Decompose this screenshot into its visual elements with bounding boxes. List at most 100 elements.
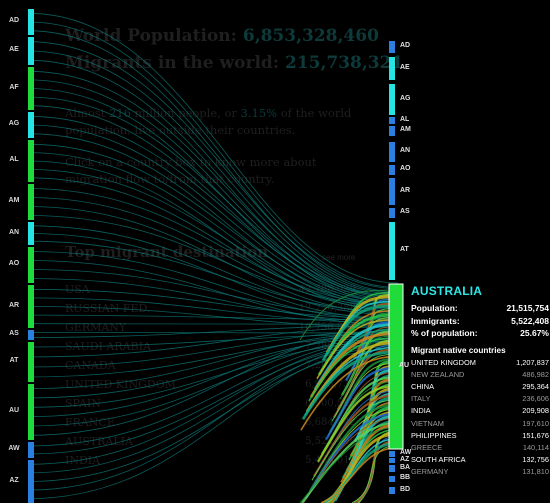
source-box-at[interactable]	[28, 342, 34, 382]
target-box-as[interactable]	[389, 208, 395, 218]
population-label: Population:	[411, 303, 458, 313]
target-box-at[interactable]	[389, 222, 395, 280]
origin-value: 209,908	[522, 406, 549, 416]
flow-line	[27, 41, 399, 290]
intro-paragraph: Almost 216 million people, or 3.15% of t…	[65, 105, 370, 139]
source-label[interactable]: AM	[8, 197, 20, 204]
target-label[interactable]: AM	[400, 126, 411, 133]
target-box-bd[interactable]	[389, 487, 395, 494]
target-box-ad[interactable]	[389, 41, 395, 53]
origin-row[interactable]: ITALY 236,606	[411, 393, 549, 405]
see-more-link[interactable]: see more	[322, 253, 356, 262]
target-label[interactable]: AE	[400, 63, 410, 71]
target-box-am[interactable]	[389, 126, 395, 136]
flow-line	[27, 215, 399, 307]
destination-value: 6,955,738	[305, 379, 356, 390]
origin-row[interactable]: GERMANY 131,810	[411, 466, 549, 478]
origin-name: GERMANY	[411, 467, 449, 477]
origin-row[interactable]: GREECE 140,114	[411, 442, 549, 454]
source-box-an[interactable]	[28, 222, 34, 245]
target-label[interactable]: AN	[400, 147, 411, 154]
target-box-ao[interactable]	[389, 165, 395, 175]
destination-value: 10,758,061	[298, 322, 356, 333]
origin-row[interactable]: VIETNAM 197,610	[411, 418, 549, 430]
flow-line-highlight	[320, 446, 399, 503]
target-box-au-selected[interactable]	[388, 283, 404, 450]
target-label[interactable]: AS	[400, 208, 410, 215]
destination-name: FRANCE	[65, 416, 115, 429]
source-label[interactable]: AS	[9, 330, 19, 337]
origin-row[interactable]: NEW ZEALAND 486,982	[411, 369, 549, 381]
flow-line	[27, 21, 399, 288]
source-box-am[interactable]	[28, 184, 34, 220]
target-label[interactable]: AR	[400, 186, 411, 194]
target-label[interactable]: AO	[400, 165, 411, 172]
source-box-ae[interactable]	[28, 37, 34, 65]
source-box-ad[interactable]	[28, 9, 34, 35]
flow-line	[27, 197, 399, 310]
source-box-aw[interactable]	[28, 442, 34, 458]
flow-line-highlight	[308, 337, 399, 402]
flow-line	[27, 59, 399, 298]
target-box-ba[interactable]	[389, 465, 395, 472]
flow-line-highlight	[299, 289, 399, 341]
origin-row[interactable]: SOUTH AFRICA 132,756	[411, 454, 549, 466]
target-label[interactable]: BD	[400, 485, 411, 493]
target-box-ar[interactable]	[389, 178, 395, 205]
origin-row[interactable]: PHILIPPINES 151,676	[411, 430, 549, 442]
flow-line	[27, 169, 399, 305]
target-label[interactable]: AT	[400, 246, 409, 253]
target-label[interactable]: AD	[400, 42, 411, 49]
target-label-selected[interactable]: AU	[399, 362, 410, 369]
target-label[interactable]: BB	[400, 474, 411, 481]
source-label[interactable]: AO	[8, 260, 20, 267]
origin-value: 132,756	[522, 455, 549, 465]
origin-row[interactable]: UNITED KINGDOM 1,207,837	[411, 357, 549, 369]
target-label[interactable]: AG	[400, 94, 411, 102]
intro-text: million people, or	[134, 106, 237, 120]
target-box-al[interactable]	[389, 117, 395, 124]
flow-line	[27, 323, 399, 325]
source-label[interactable]: AT	[9, 357, 19, 364]
source-box-ao[interactable]	[28, 247, 34, 283]
source-label[interactable]: AN	[8, 228, 20, 236]
target-box-an[interactable]	[389, 142, 395, 162]
target-label[interactable]: AZ	[400, 455, 410, 463]
origin-row[interactable]: CHINA 295,364	[411, 381, 549, 393]
flow-line	[27, 269, 399, 318]
target-box-aw[interactable]	[389, 451, 395, 457]
source-label[interactable]: AD	[8, 17, 20, 24]
source-box-al[interactable]	[28, 140, 34, 182]
target-box-ag[interactable]	[389, 84, 395, 115]
origin-value: 295,364	[522, 381, 549, 391]
origin-name: ITALY	[411, 394, 431, 404]
target-box-bb[interactable]	[389, 476, 395, 482]
source-label[interactable]: AZ	[9, 476, 19, 484]
source-label[interactable]: AG	[8, 120, 20, 127]
origin-name: VIETNAM	[411, 418, 444, 428]
flow-line	[27, 50, 399, 294]
source-label[interactable]: AR	[8, 301, 20, 309]
source-label[interactable]: AL	[9, 156, 19, 163]
source-label[interactable]: AW	[8, 445, 20, 452]
flow-line-highlight	[300, 355, 399, 431]
origin-name: CHINA	[411, 381, 434, 391]
flow-line	[27, 225, 399, 316]
target-label[interactable]: BA	[400, 463, 411, 471]
source-label[interactable]: AU	[8, 407, 20, 414]
source-box-ar[interactable]	[28, 285, 34, 328]
origin-row[interactable]: INDIA 209,908	[411, 405, 549, 417]
target-box-ae[interactable]	[389, 57, 395, 80]
source-box-au[interactable]	[28, 384, 34, 440]
target-label[interactable]: AW	[400, 449, 412, 456]
source-box-as[interactable]	[28, 330, 34, 340]
source-label[interactable]: AF	[9, 83, 19, 91]
source-box-az[interactable]	[28, 460, 34, 503]
source-label[interactable]: AE	[9, 46, 19, 53]
target-label[interactable]: AL	[400, 115, 410, 123]
destinations-title: Top migrant destination	[65, 243, 269, 261]
target-box-az[interactable]	[389, 458, 395, 463]
source-box-ag[interactable]	[28, 112, 34, 138]
source-box-af[interactable]	[28, 67, 34, 110]
population-value: 21,515,754	[506, 303, 549, 313]
